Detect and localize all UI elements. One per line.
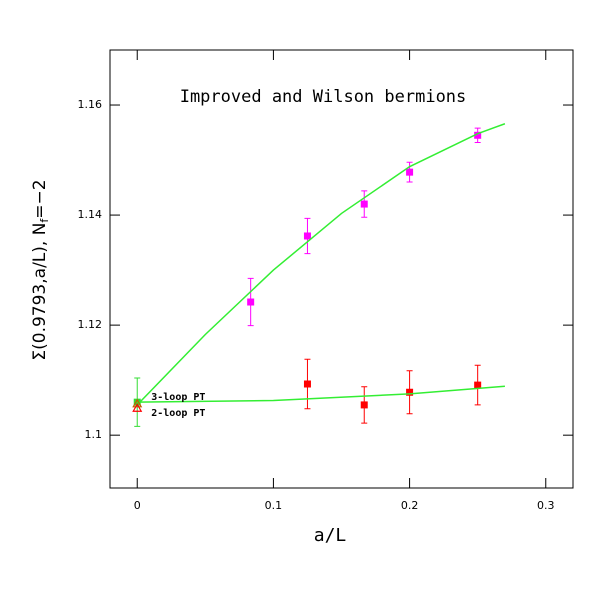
point-label: 2-loop PT	[151, 408, 205, 419]
point	[474, 381, 482, 389]
y-label-main: Σ(0.9793,a/L), N	[30, 223, 50, 361]
x-axis-label: a/L	[314, 525, 347, 546]
x-tick-label: 0	[134, 499, 141, 512]
x-tick-label: 0.3	[537, 499, 555, 512]
y-label-sub: f	[38, 218, 51, 223]
point	[406, 388, 414, 396]
y-tick-label: 1.16	[78, 98, 103, 111]
point	[474, 131, 482, 139]
plot-frame	[109, 49, 574, 489]
point	[406, 168, 414, 176]
y-tick-label: 1.12	[78, 318, 103, 331]
fit-line	[137, 385, 505, 403]
y-tick-label: 1.1	[85, 428, 103, 441]
point	[360, 200, 368, 208]
point	[303, 232, 311, 240]
x-tick-label: 0.1	[265, 499, 283, 512]
point	[132, 403, 143, 412]
point	[303, 380, 311, 388]
point	[132, 398, 143, 408]
point	[360, 401, 368, 409]
point-label: 3-loop PT	[151, 392, 205, 403]
x-tick-label: 0.2	[401, 499, 419, 512]
fit-line	[136, 123, 506, 406]
chart-title: Improved and Wilson bermions	[180, 87, 467, 107]
y-axis-label: Σ(0.9793,a/L), Nf=−2	[30, 179, 51, 360]
point	[247, 298, 255, 306]
y-label-end: =−2	[30, 179, 50, 218]
y-tick-label: 1.14	[78, 208, 103, 221]
